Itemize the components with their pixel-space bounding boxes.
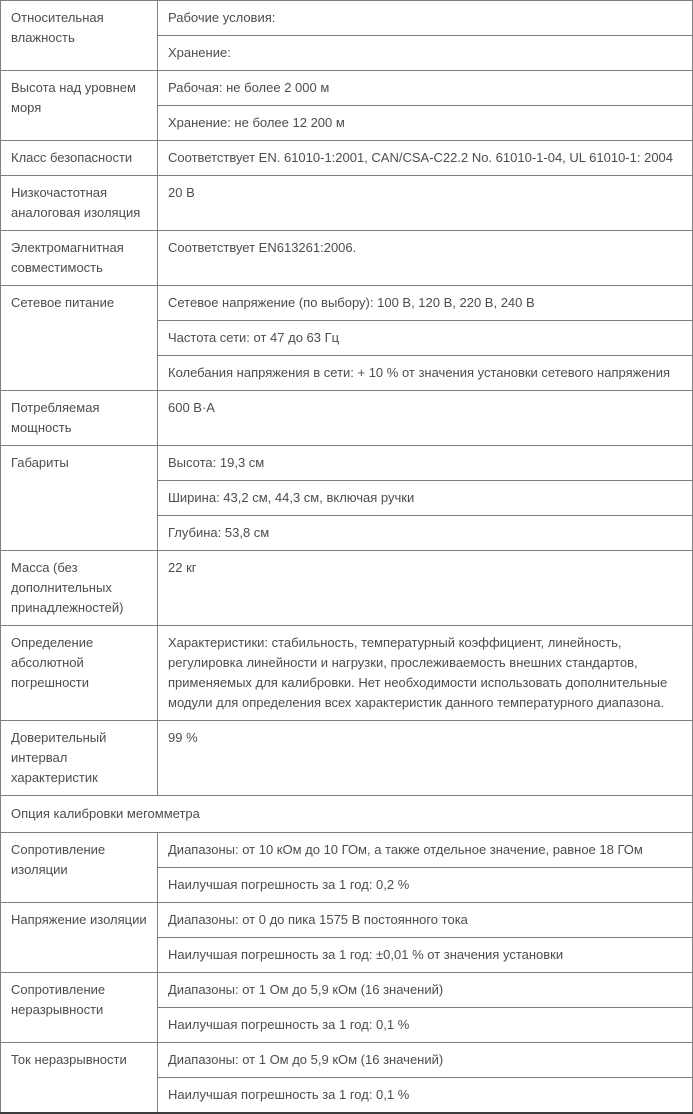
section-row: Опция калибровки мегомметра <box>0 795 693 833</box>
table-row: Масса (без дополнительных принадлежносте… <box>0 550 693 626</box>
table-row: Хранение: <box>1 35 693 71</box>
table-row: Напряжение изоляции Диапазоны: от 0 до пи… <box>0 902 693 973</box>
spec-label: Масса (без дополнительных принадлежносте… <box>0 550 158 626</box>
spec-label: Ток неразрывности <box>0 1042 158 1114</box>
table-row: Наилучшая погрешность за 1 год: 0,2 % <box>1 867 693 903</box>
table-row: Колебания напряжения в сети: + 10 % от з… <box>1 355 693 391</box>
spec-value: Наилучшая погрешность за 1 год: ±0,01 % … <box>157 937 693 973</box>
table-row: Наилучшая погрешность за 1 год: ±0,01 % … <box>1 937 693 973</box>
spec-value: 20 В <box>157 175 693 231</box>
table-row: Сопротивление неразрывности Диапазоны: от… <box>0 972 693 1043</box>
spec-label: Сетевое питание <box>0 285 158 391</box>
spec-value: Соответствует EN613261:2006. <box>157 230 693 286</box>
table-row: Относительная влажность Рабочие условия: <box>0 0 693 71</box>
table-row: Низкочастотная аналоговая изоляция 20 В <box>0 175 693 231</box>
spec-value: Рабочие условия: <box>157 0 693 36</box>
spec-label: Сопротивление изоляции <box>0 832 158 903</box>
spec-value: Глубина: 53,8 см <box>157 515 693 551</box>
table-row: Ток неразрывности Диапазоны: от 1 Ом до 5… <box>0 1042 693 1114</box>
spec-label: Габариты <box>0 445 158 551</box>
spec-label: Низкочастотная аналоговая изоляция <box>0 175 158 231</box>
table-row: Определение абсолютной погрешности Характ… <box>0 625 693 721</box>
spec-value: Рабочая: не более 2 000 м <box>157 70 693 106</box>
spec-value: 600 В·А <box>157 390 693 446</box>
table-row: Высота над уровнем моря Рабочая: не более… <box>0 70 693 141</box>
spec-value: Хранение: не более 12 200 м <box>157 105 693 141</box>
spec-value: Наилучшая погрешность за 1 год: 0,2 % <box>157 867 693 903</box>
table-row: Сетевое питание Сетевое напряжение (по вы… <box>0 285 693 391</box>
section-title: Опция калибровки мегомметра <box>0 795 693 833</box>
spec-value: 99 % <box>157 720 693 796</box>
table-row: Класс безопасности Соответствует EN. 6101… <box>0 140 693 176</box>
table-row: Глубина: 53,8 см <box>1 515 693 551</box>
spec-value: Наилучшая погрешность за 1 год: 0,1 % <box>157 1077 693 1114</box>
spec-value: Ширина: 43,2 см, 44,3 см, включая ручки <box>157 480 693 516</box>
spec-value: Диапазоны: от 0 до пика 1575 В постоянно… <box>157 902 693 938</box>
spec-value: Соответствует EN. 61010-1:2001, CAN/CSA-… <box>157 140 693 176</box>
table-row: Электромагнитная совместимость Соответств… <box>0 230 693 286</box>
table-row: Хранение: не более 12 200 м <box>1 105 693 141</box>
spec-value: Наилучшая погрешность за 1 год: 0,1 % <box>157 1007 693 1043</box>
table-row: Потребляемая мощность 600 В·А <box>0 390 693 446</box>
spec-value: Хранение: <box>157 35 693 71</box>
spec-value: Сетевое напряжение (по выбору): 100 В, 1… <box>157 285 693 321</box>
table-row: Доверительный интервал характеристик 99 % <box>0 720 693 796</box>
table-row: Сопротивление изоляции Диапазоны: от 10 к… <box>0 832 693 903</box>
spec-label: Электромагнитная совместимость <box>0 230 158 286</box>
spec-label: Напряжение изоляции <box>0 902 158 973</box>
spec-label: Класс безопасности <box>0 140 158 176</box>
table-row: Ширина: 43,2 см, 44,3 см, включая ручки <box>1 480 693 516</box>
spec-label: Доверительный интервал характеристик <box>0 720 158 796</box>
spec-value: Колебания напряжения в сети: + 10 % от з… <box>157 355 693 391</box>
spec-value: Характеристики: стабильность, температур… <box>157 625 693 721</box>
spec-value: Частота сети: от 47 до 63 Гц <box>157 320 693 356</box>
spec-label: Определение абсолютной погрешности <box>0 625 158 721</box>
spec-value: 22 кг <box>157 550 693 626</box>
spec-label: Сопротивление неразрывности <box>0 972 158 1043</box>
spec-label: Относительная влажность <box>0 0 158 71</box>
spec-label: Высота над уровнем моря <box>0 70 158 141</box>
spec-value: Диапазоны: от 10 кОм до 10 ГОм, а также … <box>157 832 693 868</box>
spec-value: Высота: 19,3 см <box>157 445 693 481</box>
spec-value: Диапазоны: от 1 Ом до 5,9 кОм (16 значен… <box>157 972 693 1008</box>
spec-label: Потребляемая мощность <box>0 390 158 446</box>
spec-value: Диапазоны: от 1 Ом до 5,9 кОм (16 значен… <box>157 1042 693 1078</box>
table-row: Габариты Высота: 19,3 см <box>0 445 693 551</box>
